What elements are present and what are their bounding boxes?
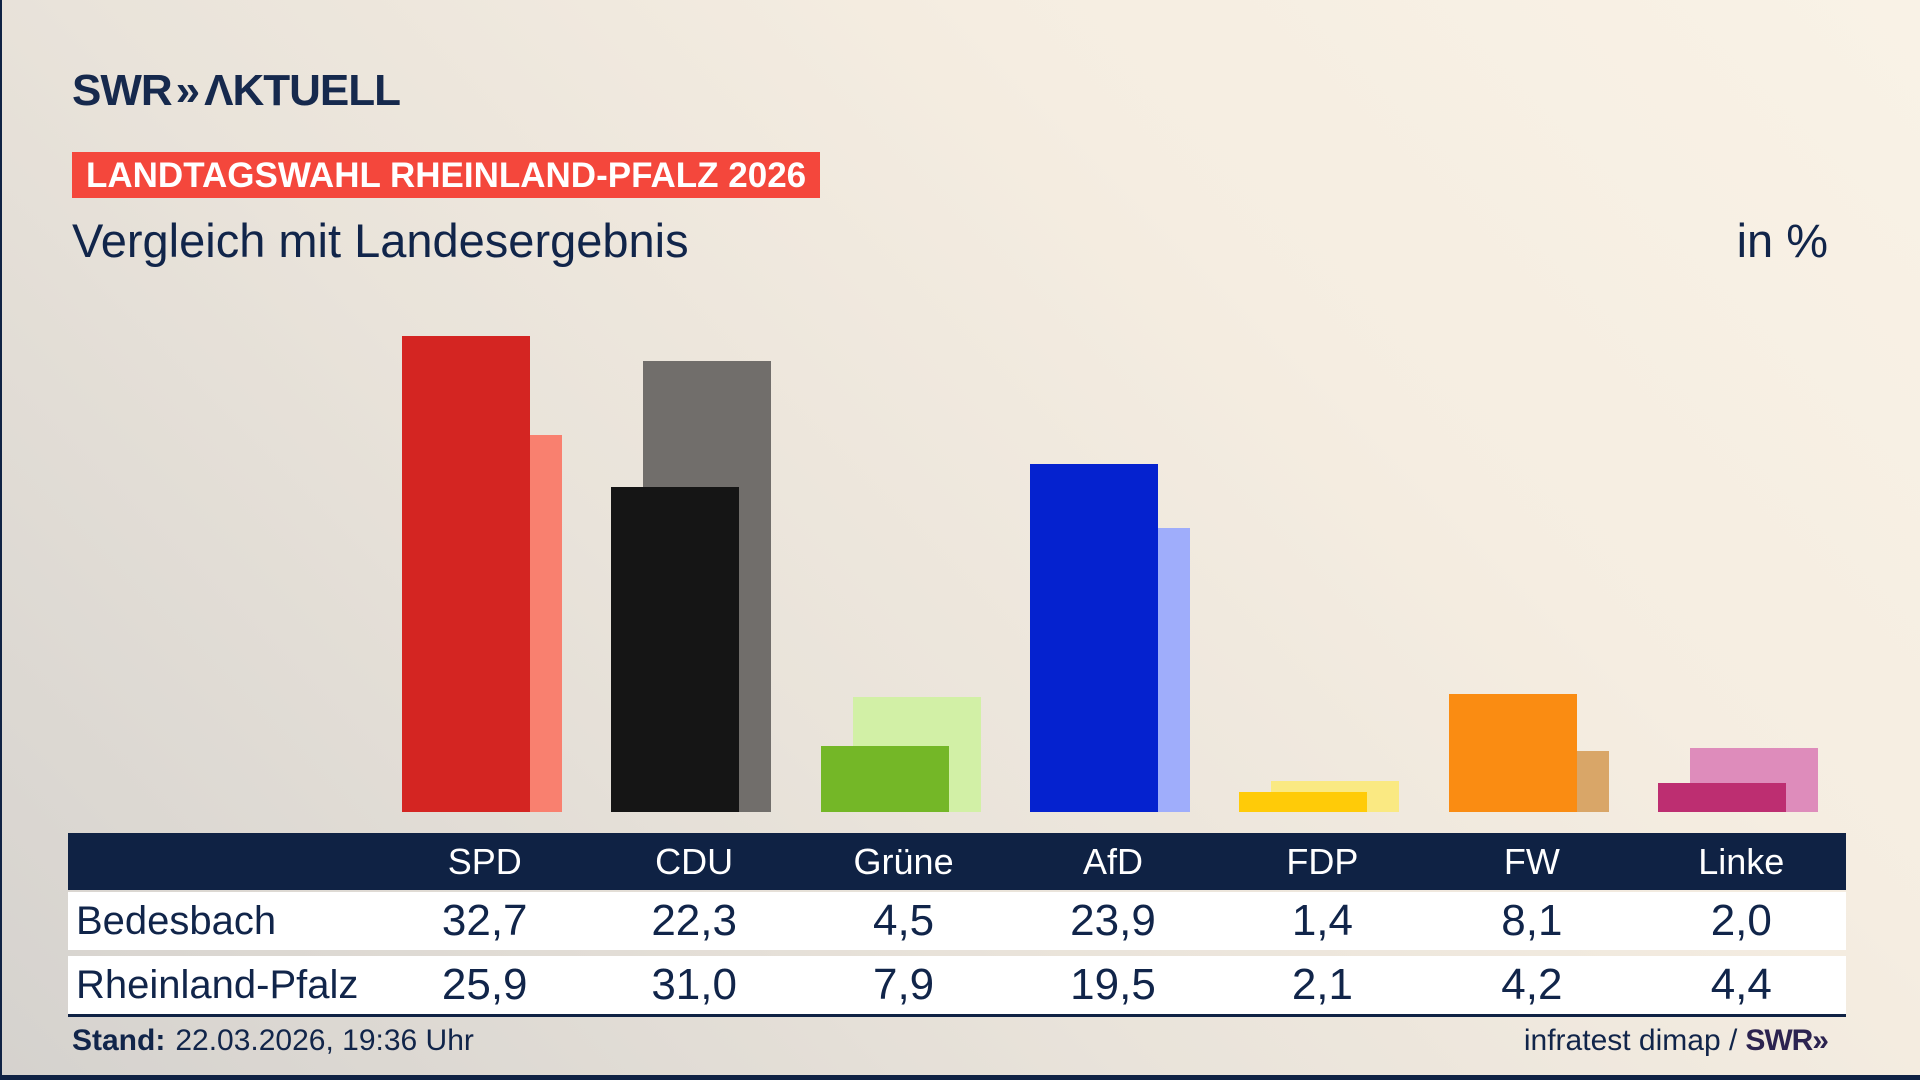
bar-afd-bedesbach	[1030, 464, 1158, 812]
bar-spd-bedesbach	[401, 335, 530, 812]
table-column-header: Grüne	[853, 840, 954, 882]
table-value-cell: 4,4	[1710, 960, 1772, 1009]
table-value-cell: 8,1	[1501, 896, 1563, 945]
bottom-edge-bar	[0, 1075, 1920, 1080]
stand-label: Stand:	[72, 1024, 166, 1057]
table-column-header: FDP	[1286, 840, 1359, 882]
table-value-cell: 1,4	[1291, 896, 1353, 945]
logo-aktuell-text: ΛKTUELL	[204, 66, 401, 115]
table-value-cell: 23,9	[1070, 896, 1156, 945]
left-edge-bar	[0, 0, 2, 1080]
table-value-cell: 4,5	[872, 896, 935, 945]
bar-cdu-bedesbach	[611, 487, 740, 812]
table-value-cell: 31,0	[651, 960, 737, 1009]
table-row: Bedesbach 32,7 22,3 4,5 23,9 1,4 8,1 2,0	[68, 892, 1846, 950]
table-column-header: Linke	[1698, 840, 1785, 882]
timestamp: Stand: 22.03.2026, 19:36 Uhr	[72, 1024, 474, 1058]
chart-title: Vergleich mit Landesergebnis	[72, 214, 689, 267]
table-row-label: Rheinland-Pfalz	[76, 962, 359, 1007]
table-header-row: SPD CDU Grüne AfD FDP FW Linke	[68, 833, 1846, 890]
table-value-cell: 22,3	[651, 896, 737, 945]
table-column-header: SPD	[447, 840, 522, 882]
table-value-cell: 2,1	[1291, 960, 1353, 1009]
bar-fdp-bedesbach	[1239, 791, 1368, 812]
swr-aktuell-logo: SWR» ΛKTUELL	[72, 66, 401, 116]
table-column-header: CDU	[655, 840, 734, 882]
bar-linke-bedesbach	[1658, 782, 1787, 812]
source-swr-logo: SWR»	[1745, 1024, 1829, 1057]
table-value-cell: 32,7	[441, 896, 528, 945]
results-table: SPD CDU Grüne AfD FDP FW Linke Bedesbach 32,7 22,…	[68, 833, 1846, 1017]
table-row: Rheinland-Pfalz 25,9 31,0 7,9 19,5 2,1 4,2 4,4	[68, 956, 1846, 1014]
bar-grune-bedesbach	[820, 746, 949, 812]
table-column-header: AfD	[1082, 840, 1143, 882]
source-credit: infratest dimap / SWR»	[1523, 1024, 1829, 1058]
table-value-cell: 19,5	[1070, 960, 1156, 1009]
logo-swr-text: SWR	[72, 66, 173, 115]
table-column-header: FW	[1503, 840, 1560, 882]
table-row-label: Bedesbach	[76, 898, 277, 943]
stand-value: 22.03.2026, 19:36 Uhr	[175, 1024, 474, 1057]
table-value-cell: 25,9	[441, 960, 528, 1009]
table-value-cell: 2,0	[1710, 896, 1772, 945]
election-badge: LANDTAGSWAHL RHEINLAND-PFALZ 2026	[72, 152, 821, 198]
bar-fw-bedesbach	[1448, 694, 1577, 812]
table-value-cell: 7,9	[872, 960, 935, 1009]
table-value-cell: 4,2	[1501, 960, 1563, 1009]
source-text: infratest dimap /	[1523, 1024, 1738, 1057]
unit-label: in %	[1736, 214, 1828, 267]
